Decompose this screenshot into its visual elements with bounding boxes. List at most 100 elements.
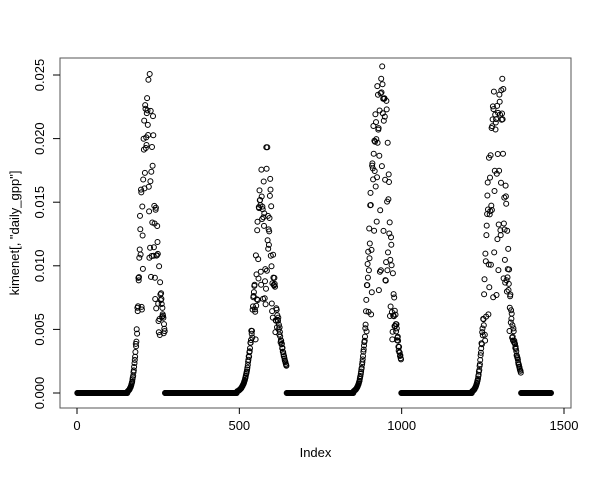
data-point [393, 328, 400, 335]
data-point [510, 328, 517, 335]
y-tick-label: 0.020 [32, 122, 47, 155]
data-point [496, 98, 503, 105]
data-point [377, 207, 384, 214]
data-point [517, 369, 524, 376]
x-axis-label: Index [300, 445, 332, 460]
data-point [376, 152, 383, 159]
data-point [261, 222, 267, 229]
data-point [154, 250, 161, 257]
data-point [363, 328, 370, 335]
data-point [477, 352, 484, 359]
data-point [375, 287, 382, 294]
x-axis: 0 500 1000 1500 [73, 408, 578, 433]
data-point [373, 119, 379, 126]
data-point [279, 344, 286, 351]
data-point [358, 364, 365, 371]
data-point [491, 249, 498, 256]
data-point [267, 175, 274, 182]
data-point [503, 200, 510, 207]
data-point [377, 267, 384, 274]
data-point [142, 145, 149, 151]
data-point [496, 167, 503, 174]
data-point [129, 378, 136, 385]
data-point [366, 240, 373, 247]
data-point [374, 139, 381, 146]
data-point [487, 152, 494, 159]
data-point [271, 280, 278, 287]
data-point [262, 278, 268, 285]
data-point [362, 325, 369, 332]
data-point [159, 304, 166, 311]
data-point [487, 174, 493, 181]
data-point [363, 296, 370, 303]
data-point [268, 203, 275, 210]
data-point [393, 321, 400, 328]
data-point [275, 314, 282, 321]
data-point [374, 174, 380, 181]
data-point [506, 266, 513, 273]
data-point [247, 339, 254, 346]
data-point [476, 367, 483, 373]
x-tick-label: 0 [73, 418, 80, 433]
data-point [505, 280, 512, 287]
data-point [152, 204, 159, 211]
data-point [266, 192, 273, 199]
data-point [256, 187, 263, 194]
data-point [268, 263, 275, 270]
data-point [148, 273, 154, 280]
data-point [130, 367, 137, 374]
data-point [257, 268, 264, 275]
data-point [138, 303, 145, 310]
data-point [268, 300, 275, 307]
data-point [398, 356, 404, 363]
data-point [477, 349, 484, 356]
y-tick-label: 0.000 [32, 377, 47, 410]
data-point [499, 116, 506, 123]
data-point [144, 107, 151, 114]
data-point [385, 171, 392, 178]
data-point [391, 294, 398, 301]
y-tick-label: 0.025 [32, 59, 47, 92]
data-point [492, 119, 499, 126]
data-point [368, 311, 375, 318]
data-point [265, 245, 272, 252]
data-point [145, 183, 152, 190]
data-point [360, 353, 366, 360]
data-point [504, 227, 511, 234]
data-point [131, 356, 138, 363]
data-point [373, 136, 380, 143]
data-point [371, 168, 378, 174]
data-point [378, 163, 385, 170]
data-point [509, 322, 516, 329]
data-point [261, 295, 268, 302]
data-point [393, 325, 400, 332]
data-point [505, 245, 512, 252]
data-point [149, 162, 156, 169]
data-point [138, 189, 145, 196]
data-point [378, 89, 385, 96]
data-point [265, 241, 272, 248]
data-point [245, 356, 252, 363]
data-point [511, 337, 518, 344]
data-point [262, 301, 269, 308]
data-point [267, 186, 274, 193]
data-point [389, 270, 396, 277]
data-point [154, 223, 161, 229]
data-point [278, 337, 285, 344]
data-point [158, 301, 165, 307]
data-point [504, 274, 511, 281]
y-tick-label: 0.005 [32, 313, 47, 346]
data-point [264, 144, 271, 151]
data-point [383, 106, 390, 113]
data-point [361, 337, 368, 344]
data-point [392, 311, 399, 318]
data-point [141, 169, 148, 176]
data-point [134, 330, 141, 337]
data-point [250, 293, 257, 299]
data-point [493, 116, 500, 123]
y-tick-label: 0.010 [32, 250, 47, 283]
data-point [252, 308, 259, 315]
data-point [260, 178, 267, 185]
data-point [512, 346, 519, 352]
